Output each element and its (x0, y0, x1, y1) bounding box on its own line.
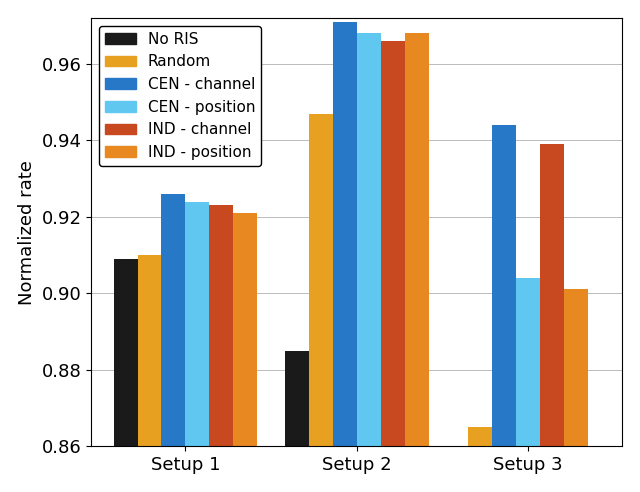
Bar (540, 144, 564, 492)
Bar (186, 202, 209, 492)
Y-axis label: Normalized rate: Normalized rate (18, 160, 36, 305)
Bar (285, 351, 308, 492)
Bar (404, 33, 429, 492)
Legend: No RIS, Random, CEN - channel, CEN - position, IND - channel, IND - position: No RIS, Random, CEN - channel, CEN - pos… (99, 26, 261, 166)
Bar (492, 125, 516, 492)
Bar (333, 22, 356, 492)
Bar (113, 259, 138, 492)
Bar (468, 427, 492, 492)
Bar (516, 278, 540, 492)
Bar (234, 213, 257, 492)
Bar (564, 289, 588, 492)
Bar (308, 114, 333, 492)
Bar (161, 194, 186, 492)
Bar (381, 41, 404, 492)
Bar (138, 255, 161, 492)
Bar (356, 33, 381, 492)
Bar (209, 205, 234, 492)
